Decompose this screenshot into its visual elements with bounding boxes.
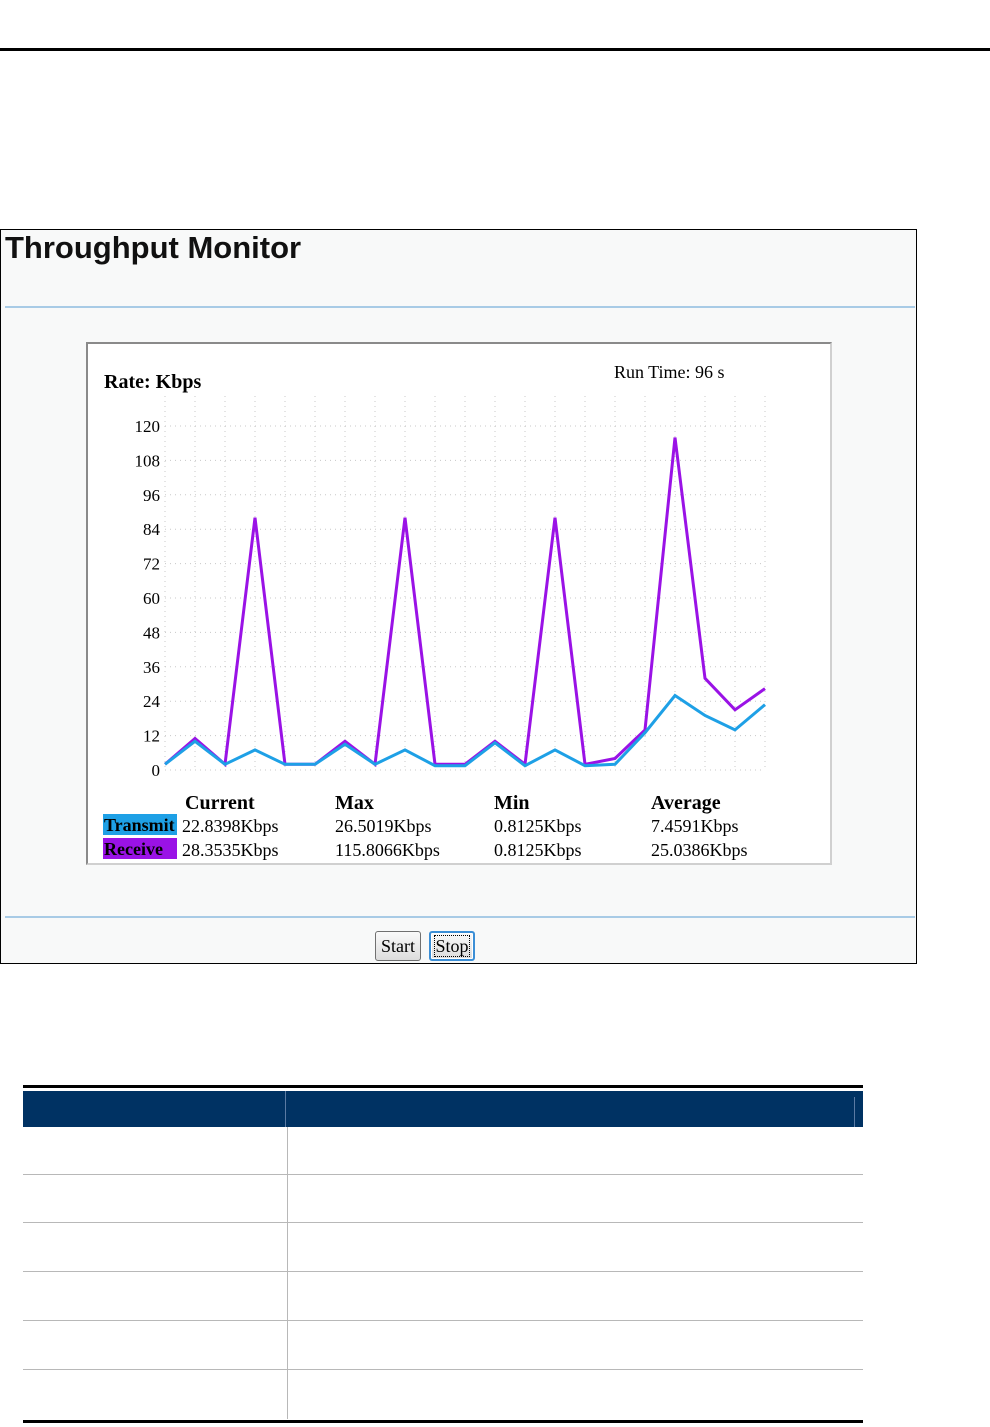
y-tick-label: 96 [143,486,160,505]
receive-average: 25.0386Kbps [651,840,748,860]
stop-button-label: Stop [434,934,470,957]
receive-min: 0.8125Kbps [494,840,582,860]
receive-legend-swatch [103,838,177,859]
chart-series [164,437,766,768]
table-row [23,1127,863,1175]
table-header-col-2-edge [854,1097,855,1127]
table-row [23,1371,863,1419]
table-header-col-1 [23,1091,286,1127]
header-min: Min [494,792,530,814]
header-current: Current [185,792,255,814]
table-row [23,1273,863,1321]
transmit-current: 22.8398Kbps [182,816,279,836]
header-max: Max [335,792,374,814]
title-divider [5,306,915,308]
y-tick-label: 60 [143,589,160,608]
header-average: Average [651,792,721,814]
table-row [23,1175,863,1223]
receive-legend-label: Receive [104,839,163,859]
y-tick-label: 72 [143,555,160,574]
table-top-rule [23,1085,863,1088]
y-tick-label: 24 [143,692,161,711]
y-tick-label: 84 [143,520,161,539]
start-button[interactable]: Start [375,931,421,961]
transmit-max: 26.5019Kbps [335,816,432,836]
y-tick-label: 12 [143,727,160,746]
y-tick-label: 108 [135,451,161,470]
table-bottom-rule [23,1420,863,1423]
rate-label: Rate: Kbps [104,371,201,393]
transmit-legend-swatch [103,814,177,835]
table-header [23,1091,863,1127]
table-row [23,1322,863,1370]
stop-button[interactable]: Stop [429,931,475,961]
page-top-rule [0,48,990,51]
run-time-label: Run Time: 96 s [614,362,725,382]
y-tick-label: 0 [152,761,161,780]
transmit-average: 7.4591Kbps [651,816,739,836]
receive-current: 28.3535Kbps [182,840,279,860]
throughput-chart: 120 108 96 84 72 60 48 36 24 12 0 Rate: Kbps Run T… [86,342,832,865]
receive-max: 115.8066Kbps [335,840,440,860]
y-tick-label: 48 [143,623,160,642]
table-column-divider [287,1127,288,1419]
throughput-monitor-panel: Throughput Monitor 120 108 96 84 72 60 48 36 24 1… [0,229,917,964]
transmit-legend-label: Transmit [104,815,175,835]
y-tick-label: 36 [143,658,160,677]
table-row [23,1224,863,1272]
button-divider [5,916,915,918]
page-title: Throughput Monitor [5,230,302,265]
y-tick-label: 120 [135,417,161,436]
series-line-transmit [164,693,766,768]
start-button-label: Start [381,935,415,956]
transmit-min: 0.8125Kbps [494,816,582,836]
